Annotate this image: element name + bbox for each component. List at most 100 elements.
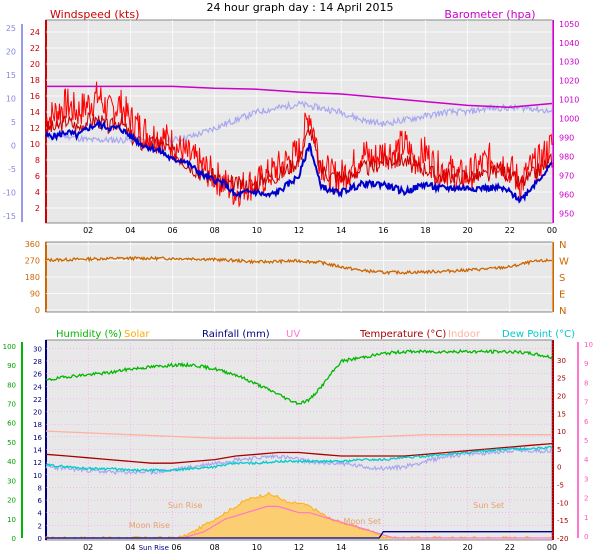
wind-x-tick-label: 16 [378,226,388,235]
wind-left-tick-label: 18 [30,76,40,85]
temp-right-tick-label: 25 [557,375,566,383]
barometer-tick-label: 1050 [559,20,579,29]
wind-x-tick-label: 10 [252,226,262,235]
wind-left-tick-label: 14 [30,108,40,117]
humidity-tick-label: 50 [7,439,16,447]
barometer-tick-label: 980 [559,153,574,162]
humidity-tick-label: 100 [3,343,16,351]
wind-outer-tick-label: -5 [8,165,16,174]
uv-tick-label: 10 [584,341,593,349]
compass-label: S [559,273,565,284]
temp-left-tick-label: 12 [33,459,42,467]
wind-x-tick-label: 08 [210,226,220,235]
temp-left-tick-label: 6 [38,497,43,505]
temperature-annotations: Sun Rise Moon Rise Sun Set Moon Set [129,501,504,530]
temp-x-tick-label: 16 [378,543,388,552]
temp-right-tick-label: 15 [557,410,566,418]
temp-left-tick-label: 16 [33,434,42,442]
direction-tick-label: 90 [30,290,40,299]
temp-x-tick-label: 06 [171,543,181,552]
humidity-tick-label: 0 [12,535,16,543]
temp-right-tick-label: -15 [557,517,568,525]
astro-annotation: Sun Set [473,501,504,510]
temp-right-tick-label: 5 [557,446,561,454]
wind-left-tick-label: 4 [35,188,40,197]
wind-left-tick-label: 8 [35,156,40,165]
wind-x-tick-label: 00 [547,226,557,235]
uv-tick-label: 1 [584,514,588,522]
direction-tick-label: 270 [25,257,40,266]
barometer-tick-label: 960 [559,191,574,200]
windspeed-series-line [45,112,553,194]
wind-x-tick-label: 20 [463,226,473,235]
temp-x-tick-label: 02 [83,543,93,552]
humidity-series-line [45,348,553,406]
temp-x-tick-label: 14 [336,543,346,552]
temp-left-tick-label: 10 [33,472,42,480]
temp-left-tick-label: 0 [38,535,42,543]
uv-tick-label: 4 [584,456,589,464]
temp-right-tick-label: 20 [557,392,566,400]
temperature-legend: Humidity (%) Solar Rainfall (mm) UV Temperat… [56,329,575,340]
wind-x-tick-label: 14 [336,226,346,235]
barometer-tick-label: 1000 [559,115,579,124]
indoor-series-line [45,430,552,439]
humidity-tick-label: 40 [7,458,16,466]
barometer-tick-label: 1030 [559,58,579,67]
humidity-tick-label: 20 [7,497,16,505]
chart-title: 24 hour graph day : 14 April 2015 [207,1,394,14]
barometer-tick-label: 970 [559,172,574,181]
humidity-tick-label: 80 [7,381,16,389]
avg-series-line [45,119,553,204]
temp-x-tick-label: 18 [420,543,430,552]
legend-entry: Indoor [448,329,481,340]
barometer-tick-label: 1020 [559,77,579,86]
temp-left-tick-label: 8 [38,484,42,492]
wind-left-tick-label: 24 [30,28,40,37]
astro-annotation: Moon Set [344,517,381,526]
compass-label: N [559,306,566,317]
astro-annotation: Sun Rise [168,501,203,510]
humidity-tick-label: 30 [7,477,16,485]
wind-left-tick-label: 22 [30,44,40,53]
temp-right-tick-label: 30 [557,357,566,365]
wind-outer-tick-label: 5 [11,118,16,127]
wind-outer-tick-label: 15 [6,71,16,80]
wind-outer-tick-label: 20 [6,48,16,57]
temp-right-tick-label: 0 [557,464,561,472]
temp-left-tick-label: 28 [33,358,42,366]
humidity-tick-label: 10 [7,516,16,524]
temp-right-tick-labels: 30 25 20 15 10 5 0 -5 -10 -15 -20 [557,357,568,543]
temp-left-tick-label: 30 [33,345,42,353]
temp-left-tick-label: 24 [33,383,42,391]
wind-left-tick-label: 10 [30,140,40,149]
temp-left-tick-label: 18 [33,421,42,429]
wind-left-tick-label: 12 [30,124,40,133]
direction-left-tick-labels: 0 90 180 270 360 [25,240,40,315]
uv-tick-label: 3 [584,475,588,483]
windspeed-axis-label: Windspeed (kts) [50,8,139,21]
temp-x-tick-label: Sun Rise [139,544,169,552]
temp-x-tick-label: 00 [547,543,557,552]
temp-left-tick-label: 14 [33,446,42,454]
direction-tick-label: 0 [35,306,40,315]
wind-x-tick-label: 18 [420,226,430,235]
direction-tick-label: 360 [25,240,40,249]
barometer-tick-label: 1040 [559,39,579,48]
wind-left-tick-label: 2 [35,204,40,213]
direction-tick-label: 180 [25,273,40,282]
wind-right-tick-labels: 950 960 970 980 990 1000 1010 1020 1030 1040 1050 [559,20,579,219]
temp-x-tick-label: 20 [463,543,473,552]
wind-x-tick-labels: 02 04 06 08 10 12 14 16 18 20 22 00 [83,226,557,235]
temp-right-tick-label: -5 [557,482,564,490]
wind-lines [45,81,553,208]
legend-entry: Temperature (°C) [359,329,446,340]
uv-tick-label: 8 [584,379,588,387]
wind-left-tick-label: 20 [30,60,40,69]
barometer-tick-label: 1010 [559,96,579,105]
humidity-tick-label: 60 [7,420,16,428]
temp-right-tick-label: -20 [557,535,568,543]
